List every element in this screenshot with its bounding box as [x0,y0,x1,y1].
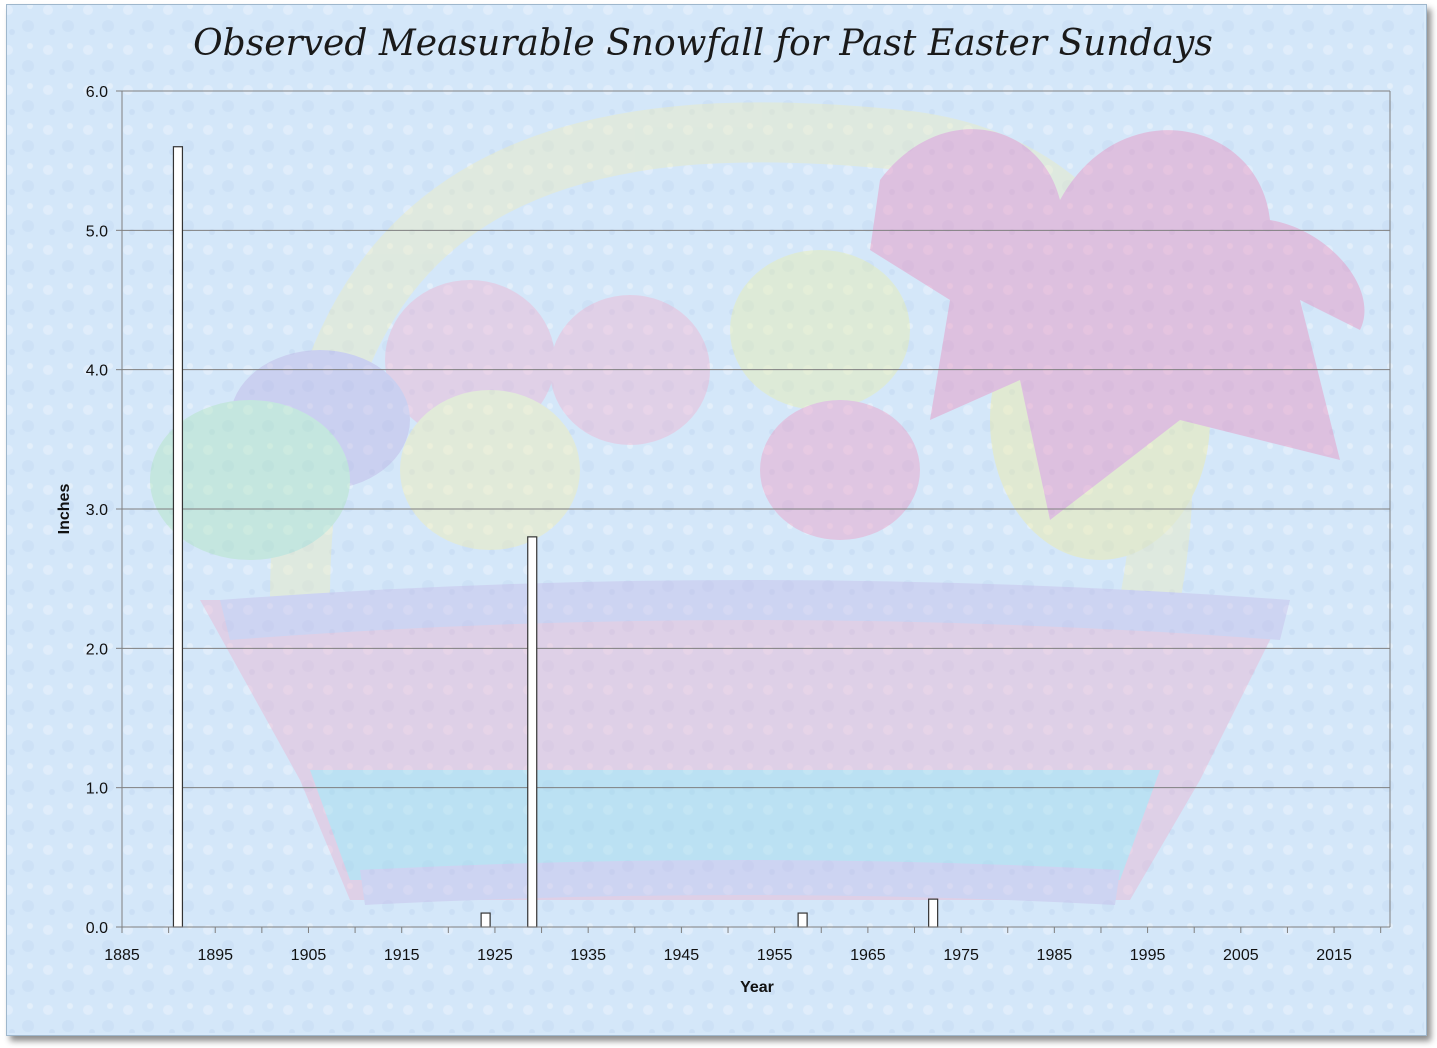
x-tick-label: 1915 [384,947,420,964]
x-tick-label: 1965 [850,947,886,964]
y-tick-label: 4.0 [86,363,108,380]
bar-1972 [928,898,939,928]
bar-1891 [172,146,184,928]
x-axis-tick-labels: 1885 1895 1905 1915 1925 1935 1945 1955 1965 1975… [104,947,1352,964]
plot-area: 0.0 1.0 2.0 3.0 4.0 5.0 6.0 1885 1895 1905 1915 19… [86,84,1391,964]
x-tick-label: 1935 [570,947,606,964]
x-tick-label: 1885 [104,947,140,964]
x-tick-label: 1925 [477,947,513,964]
y-tick-label: 2.0 [86,641,108,658]
chart-background [7,5,1424,1033]
y-tick-label: 1.0 [86,781,108,798]
axes [116,90,1391,933]
x-tick-label: 1895 [197,947,233,964]
x-tick-label: 1995 [1130,947,1166,964]
bar-1924 [480,912,491,928]
y-tick-label: 6.0 [86,84,108,101]
x-tick-label: 1975 [943,947,979,964]
y-tick-label: 5.0 [86,223,108,240]
x-tick-label: 1905 [291,947,327,964]
x-tick-label: 1945 [664,947,700,964]
x-tick-label: 2005 [1223,947,1259,964]
y-tick-label: 0.0 [86,920,108,937]
y-tick-label: 3.0 [86,502,108,519]
bar-1929 [527,536,538,928]
y-axis-tick-labels: 0.0 1.0 2.0 3.0 4.0 5.0 6.0 [86,84,108,937]
x-tick-label: 1985 [1037,947,1073,964]
x-tick-label: 2015 [1316,947,1352,964]
x-axis-title: Year [740,979,774,996]
x-tick-label: 1955 [757,947,793,964]
bar-1958 [797,912,808,928]
y-axis-title: Inches [56,484,73,535]
easter-basket-illustration [150,102,1365,905]
chart-title: Observed Measurable Snowfall for Past Ea… [193,23,1213,64]
